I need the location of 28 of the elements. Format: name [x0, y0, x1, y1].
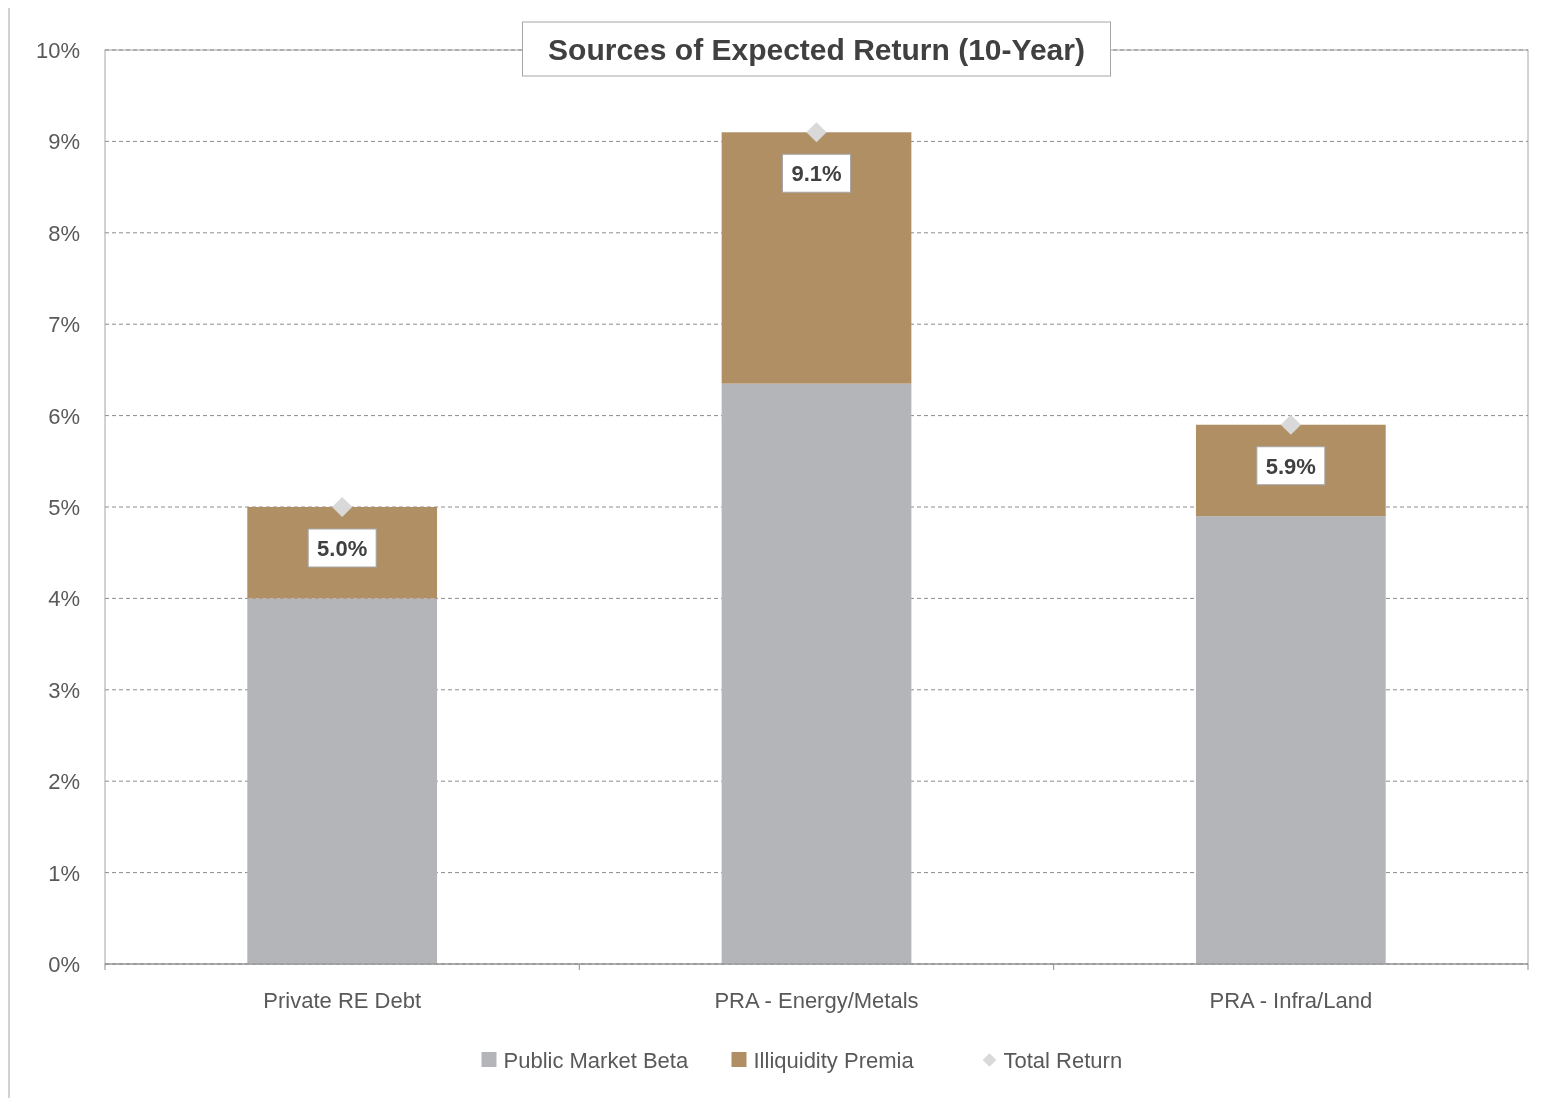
- bar: [247, 598, 438, 964]
- y-tick-label: 2%: [48, 769, 80, 795]
- y-tick-label: 7%: [48, 312, 80, 338]
- point: [1280, 414, 1301, 435]
- chart-title: Sources of Expected Return (10-Year): [548, 33, 1085, 66]
- y-tick-label: 4%: [48, 586, 80, 612]
- x-tick-label: Private RE Debt: [263, 988, 422, 1013]
- x-tick-label: PRA - Infra/Land: [1209, 988, 1373, 1013]
- y-tick-label: 6%: [48, 403, 80, 429]
- y-tick-label: 5%: [48, 495, 80, 520]
- bar: [721, 383, 912, 964]
- y-tick-label: 0%: [48, 952, 80, 977]
- data-label: 5.0%: [317, 536, 368, 561]
- x-tick-label: PRA - Energy/Metals: [714, 988, 919, 1013]
- legend-label: Total Return: [1003, 1048, 1123, 1073]
- data-label: 5.9%: [1265, 453, 1316, 479]
- data-label: 9.1%: [791, 161, 842, 187]
- y-tick-label: 8%: [48, 220, 80, 246]
- legend-label: Public Market Beta: [503, 1048, 689, 1073]
- y-tick-label: 3%: [48, 677, 80, 703]
- y-tick-label: 1%: [48, 860, 80, 886]
- bar: [721, 132, 912, 384]
- y-tick-label: 10%: [35, 38, 80, 63]
- y-tick-label: 9%: [48, 129, 80, 155]
- legend-label: Illiquidity Premia: [753, 1048, 915, 1073]
- bar: [1195, 516, 1386, 964]
- point: [806, 122, 827, 143]
- point: [332, 496, 353, 518]
